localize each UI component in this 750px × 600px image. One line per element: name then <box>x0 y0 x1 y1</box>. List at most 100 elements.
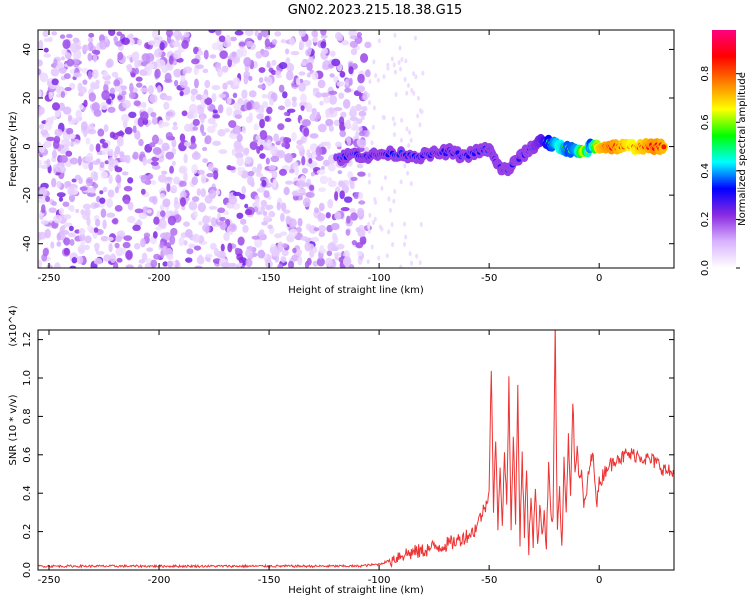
spectrogram-noise-blob <box>338 181 346 188</box>
spectrogram-noise-blob <box>334 191 339 202</box>
spectrogram-noise-blob <box>46 136 55 142</box>
spectrogram-noise-blob <box>207 117 216 125</box>
spectrogram-noise-blob <box>191 196 200 202</box>
spectrogram-noise-blob <box>217 128 226 137</box>
signal-track-core <box>661 144 667 150</box>
spectrogram-noise-blob <box>83 99 88 108</box>
spectrogram-noise-blob <box>222 82 228 90</box>
spectrogram-noise-blob <box>132 151 139 160</box>
spectrogram-noise-blob <box>49 116 58 121</box>
spectrogram-noise-blob <box>228 223 237 233</box>
spectrogram-noise-blob <box>183 153 188 164</box>
spectrogram-noise-blob <box>407 143 411 149</box>
spectrogram-noise-blob <box>317 123 327 133</box>
spectrogram-noise-blob <box>248 112 253 122</box>
spectrogram-noise-blob <box>332 232 338 242</box>
spectrogram-noise-blob <box>63 214 72 220</box>
spectrogram-noise-blob <box>364 41 372 49</box>
spectrogram-noise-blob <box>84 208 91 217</box>
spectrogram-noise-blob <box>357 250 363 257</box>
spectrogram-noise-blob <box>366 93 370 99</box>
spectrogram-noise-blob <box>107 189 115 198</box>
spectrogram-noise-blob <box>50 241 55 249</box>
spectrogram-noise-blob <box>159 210 166 218</box>
spectrogram-noise-blob <box>153 253 161 260</box>
spectrogram-noise-blob <box>190 88 198 95</box>
spectrogram-noise-blob <box>143 232 151 239</box>
spectrogram-noise-blob <box>244 30 254 37</box>
spectrogram-noise-blob <box>100 101 109 111</box>
spectrogram-noise-blob <box>43 47 49 53</box>
spectrogram-noise-blob <box>114 85 122 92</box>
spectrogram-noise-blob <box>372 59 376 65</box>
spectrogram-noise-blob <box>45 195 51 203</box>
spectrogram-noise-blob <box>296 180 306 189</box>
spectrogram-noise-blob <box>331 58 341 67</box>
spectrogram-noise-blob <box>275 70 282 76</box>
spectrogram-noise-blob <box>75 208 80 214</box>
spectrogram-noise-blob <box>58 196 64 202</box>
spectrogram-noise-blob <box>138 259 146 264</box>
spectrogram-noise-blob <box>192 118 200 127</box>
spectrogram-noise-blob <box>101 149 108 156</box>
spectrogram-noise-blob <box>115 174 122 184</box>
spectrogram-noise-blob <box>153 216 160 225</box>
spectrogram-noise-blob <box>94 50 101 56</box>
spectrogram-noise-blob <box>276 202 281 211</box>
spectrogram-noise-blob <box>263 215 271 222</box>
spectrogram-noise-blob <box>257 249 266 259</box>
spectrogram-noise-blob <box>399 66 403 72</box>
spectrogram-noise-blob <box>95 250 105 256</box>
spectrogram-noise-blob <box>161 245 168 256</box>
spectrogram-noise-blob <box>367 179 371 185</box>
spectrogram-noise-blob <box>311 30 318 38</box>
spectrogram-noise-blob <box>388 207 392 213</box>
spectrogram-noise-blob <box>102 186 108 193</box>
spectrogram-noise-blob <box>217 44 224 52</box>
spectrogram-noise-blob <box>274 31 282 37</box>
spectrogram-noise-blob <box>281 249 289 257</box>
spectrogram-noise-blob <box>242 225 249 233</box>
spectrogram-noise-blob <box>340 207 350 212</box>
spectrogram-noise-blob <box>150 179 157 185</box>
spectrogram-noise-blob <box>402 221 406 227</box>
spectrogram-noise-blob <box>392 62 396 68</box>
spectrogram-noise-blob <box>211 84 221 91</box>
spectrogram-noise-blob <box>116 137 124 147</box>
spectrogram-noise-blob <box>108 243 113 253</box>
spectrogram-noise-blob <box>166 183 171 193</box>
spectrogram-noise-blob <box>301 155 306 166</box>
spectrogram-noise-blob <box>386 65 390 71</box>
spectrogram-noise-blob <box>333 252 342 257</box>
spectrogram-noise-blob <box>325 212 331 219</box>
spectrogram-noise-blob <box>310 171 315 177</box>
snr-x-tick-label: 0 <box>596 575 602 586</box>
spectrogram-noise-blob <box>266 60 271 68</box>
spectrogram-noise-blob <box>99 190 104 195</box>
spectrogram-noise-blob <box>347 171 354 179</box>
spectrogram-noise-blob <box>75 109 82 119</box>
spectrogram-noise-blob <box>115 235 122 243</box>
spectrogram-y-tick-label: 0 <box>22 143 33 149</box>
spectrogram-noise-blob <box>313 246 318 254</box>
spectrogram-noise-blob <box>38 259 43 268</box>
spectrogram-noise-blob <box>316 111 321 120</box>
spectrogram-noise-blob <box>373 216 377 222</box>
spectrogram-noise-blob <box>114 165 119 171</box>
spectrogram-noise-blob <box>80 121 88 131</box>
spectrogram-noise-blob <box>400 117 404 123</box>
spectrogram-noise-blob <box>364 146 370 153</box>
spectrogram-noise-blob <box>415 253 419 259</box>
spectrogram-noise-blob <box>261 94 269 99</box>
spectrogram-noise-blob <box>179 167 186 173</box>
spectrogram-noise-blob <box>88 161 94 171</box>
spectrogram-noise-blob <box>130 72 136 78</box>
spectrogram-noise-blob <box>64 222 73 228</box>
spectrogram-noise-blob <box>165 176 173 181</box>
spectrogram-noise-blob <box>325 257 333 268</box>
spectrogram-noise-blob <box>409 260 413 266</box>
spectrogram-noise-blob <box>39 186 48 197</box>
spectrogram-noise-blob <box>144 262 153 268</box>
spectrogram-noise-blob <box>268 165 277 171</box>
spectrogram-noise-blob <box>298 30 307 37</box>
